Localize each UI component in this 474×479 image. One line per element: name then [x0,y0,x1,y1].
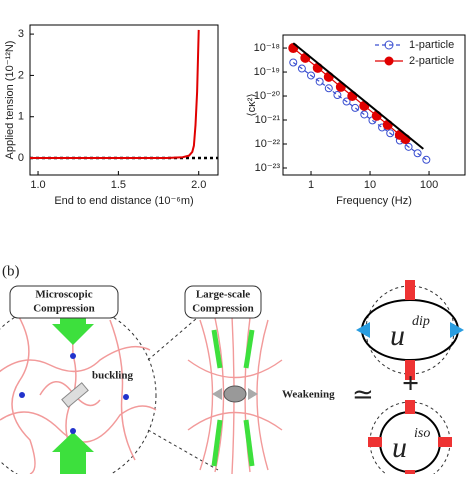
marker [386,129,395,138]
series-line [30,29,200,160]
micro-title: Compression [33,303,95,315]
arrows [211,329,258,467]
x-tick-label: 100 [420,179,438,191]
approx-sign: ≃ [352,380,374,409]
x-tick-label: 1.0 [30,179,45,191]
plot-frame [29,24,219,176]
dip-label: dip [412,314,430,329]
marker [297,64,306,73]
large-title: Compression [192,303,254,315]
marker [413,149,422,158]
u-dip: u [390,319,405,352]
x-tick-label: 10 [364,179,376,191]
x-tick-label: 1 [308,179,314,191]
legend-marker [384,56,394,66]
micro-box [9,285,119,319]
legend-marker [384,40,394,50]
marker [422,155,431,164]
y-tick-label: 3 [18,28,24,40]
marker [360,110,369,119]
marker [315,77,324,86]
large-title: Large-scale [196,289,250,301]
y-tick-label: 2 [18,69,24,81]
large-box [184,285,262,319]
y-tick-label: 10⁻¹⁹ [254,66,280,78]
marker [307,71,316,80]
series-line [292,42,424,150]
panel-label: (b) [2,263,20,279]
isotropic [368,400,452,479]
y-axis-label: Applied tension (10⁻¹²N) [4,41,16,160]
marker [324,84,333,93]
plus-sign: + [402,367,419,400]
marker [351,103,360,112]
weakening-label: Weakening [282,389,335,401]
u-iso: u [392,431,407,464]
micro-network [0,299,219,479]
y-tick-label: 1 [18,111,24,123]
y-tick-label: 0 [18,152,24,164]
x-axis-label: Frequency (Hz) [336,195,412,207]
dipole [356,280,464,380]
y-axis-label: ⟨cκ²⟩ [246,93,258,116]
y-tick-label: 10⁻²¹ [255,114,281,126]
x-tick-label: 2.0 [191,179,206,191]
marker [289,58,298,67]
buckling-label: buckling [92,370,133,382]
marker [404,142,413,151]
legend-label: 2-particle [409,55,454,67]
series-line [292,62,427,161]
marker [342,97,351,106]
marker [333,91,342,100]
legend-label: 1-particle [409,39,454,51]
y-tick-label: 10⁻²³ [255,162,281,174]
y-tick-label: 10⁻¹⁸ [254,42,280,54]
y-tick-label: 10⁻²⁰ [254,90,281,102]
iso-label: iso [414,426,430,441]
micro-title: Microscopic [35,289,92,301]
x-tick-label: 1.5 [111,179,126,191]
plot-frame [282,34,466,176]
y-tick-label: 10⁻²² [255,138,281,150]
x-axis-label: End to end distance (10⁻⁶m) [54,195,193,207]
